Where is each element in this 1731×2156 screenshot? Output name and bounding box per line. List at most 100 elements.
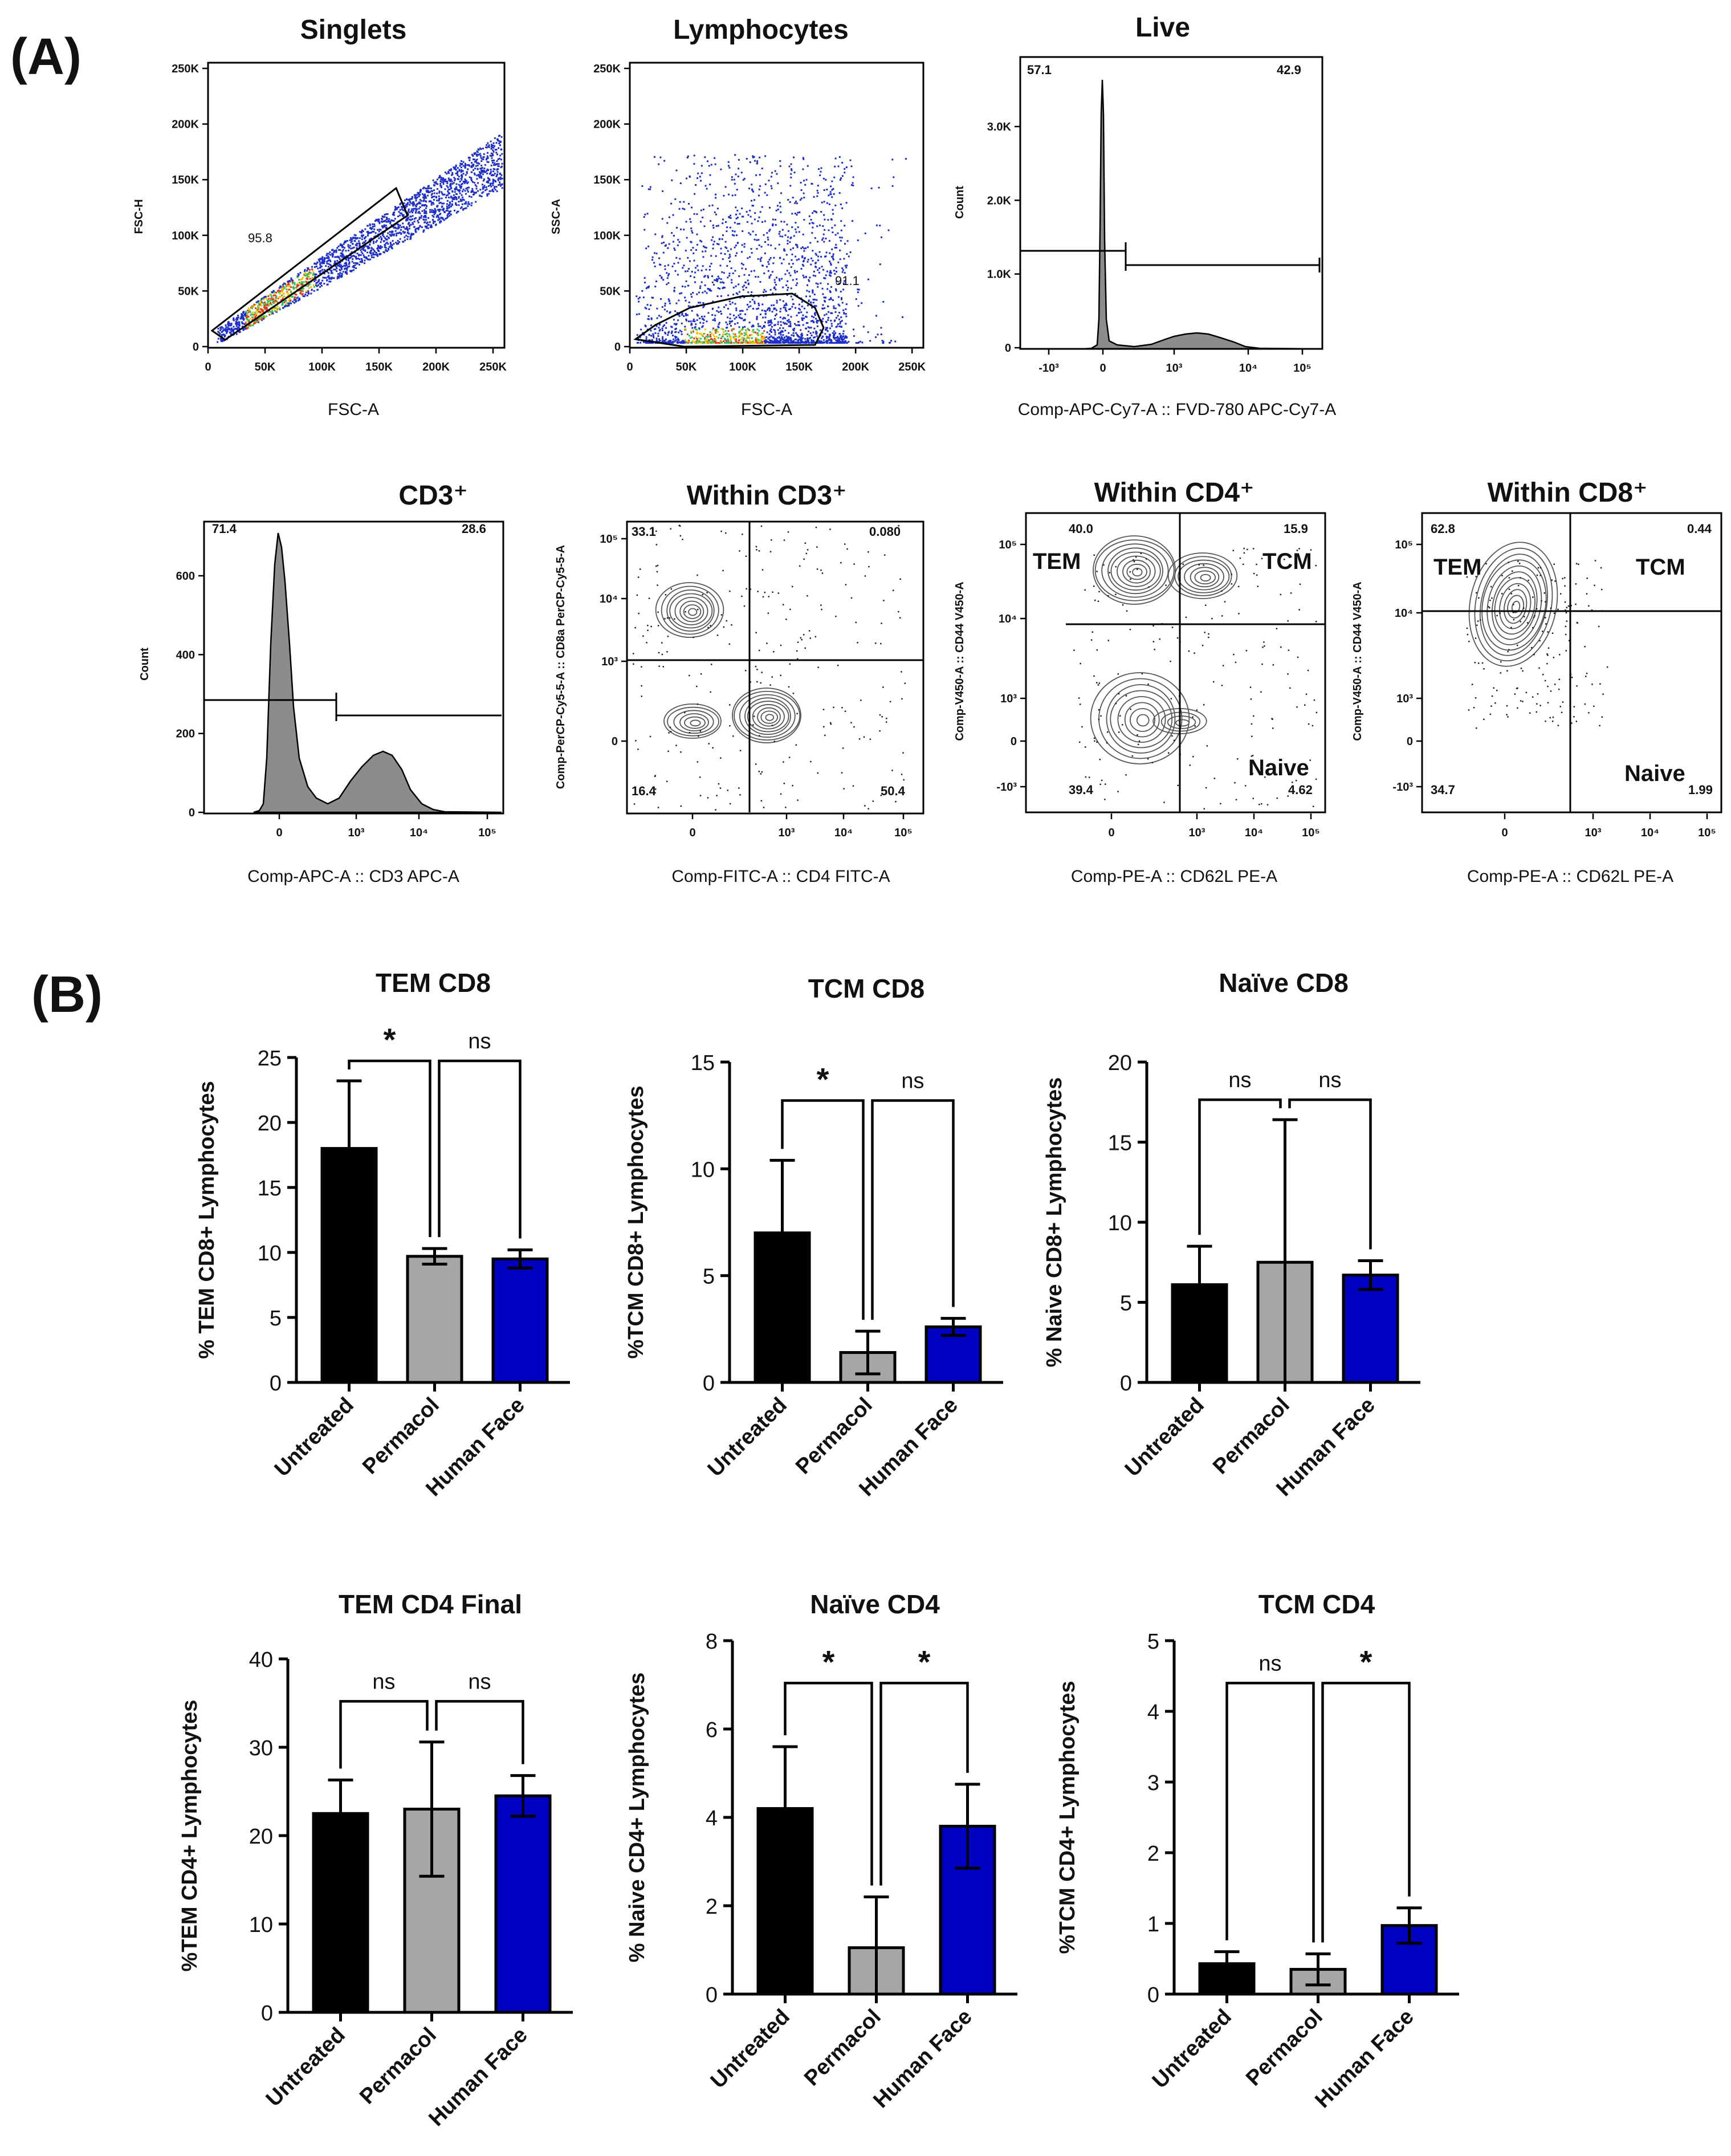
event-dot	[635, 740, 637, 742]
event-dot	[685, 299, 687, 302]
event-dot	[771, 336, 773, 339]
y-tick-label: 250K	[172, 63, 199, 75]
event-dot	[829, 193, 832, 196]
event-dot	[812, 226, 814, 229]
event-dot	[272, 297, 274, 299]
event-dot	[460, 177, 462, 180]
event-dot	[829, 275, 832, 277]
event-dot	[441, 178, 443, 181]
event-dot	[280, 299, 283, 301]
event-dot	[700, 180, 702, 182]
event-dot	[1119, 715, 1121, 717]
event-dot	[334, 261, 336, 263]
event-dot	[263, 299, 265, 301]
event-dot	[810, 339, 813, 341]
event-dot	[756, 317, 758, 319]
event-dot	[314, 276, 316, 279]
event-dot	[684, 296, 686, 299]
event-dot	[363, 256, 365, 258]
event-dot	[378, 221, 380, 223]
event-dot	[290, 286, 292, 288]
event-dot	[842, 282, 845, 284]
event-dot	[797, 339, 799, 341]
contour-line	[1101, 543, 1169, 598]
event-dot	[455, 196, 458, 198]
event-dot	[686, 177, 687, 180]
event-dot	[825, 296, 826, 299]
event-dot	[667, 274, 669, 276]
event-dot	[407, 213, 409, 215]
event-dot	[323, 259, 325, 262]
event-dot	[363, 246, 365, 249]
event-dot	[796, 713, 798, 714]
event-dot	[768, 276, 771, 279]
event-dot	[325, 276, 327, 279]
event-dot	[452, 197, 454, 199]
event-dot	[340, 274, 343, 276]
event-dot	[817, 340, 820, 342]
event-dot	[328, 278, 331, 280]
event-dot	[328, 253, 330, 255]
x-tick-label: 10³	[1166, 362, 1183, 375]
event-dot	[460, 171, 462, 173]
event-dot	[270, 313, 272, 315]
event-dot	[377, 229, 378, 231]
event-dot	[309, 283, 311, 286]
event-dot	[333, 251, 335, 254]
event-dot	[296, 283, 299, 285]
event-dot	[721, 238, 723, 240]
event-dot	[469, 203, 471, 205]
event-dot	[462, 173, 465, 175]
event-dot	[258, 314, 260, 316]
event-dot	[708, 341, 710, 344]
event-dot	[340, 266, 342, 268]
event-dot	[685, 340, 686, 343]
event-dot	[823, 214, 825, 216]
event-dot	[438, 218, 441, 220]
event-dot	[246, 328, 248, 330]
event-dot	[335, 269, 337, 271]
event-dot	[329, 259, 331, 262]
event-dot	[647, 624, 649, 627]
event-dot	[364, 239, 366, 242]
event-dot	[371, 256, 373, 258]
event-dot	[1233, 653, 1235, 656]
event-dot	[729, 323, 731, 325]
event-dot	[756, 308, 758, 310]
event-dot	[495, 149, 498, 150]
event-dot	[273, 308, 275, 310]
event-dot	[757, 323, 759, 325]
event-dot	[281, 294, 283, 296]
event-dot	[753, 715, 755, 717]
event-dot	[794, 213, 796, 214]
event-dot	[800, 340, 802, 343]
event-dot	[849, 159, 852, 161]
event-dot	[821, 331, 824, 333]
event-dot	[257, 318, 259, 320]
event-dot	[735, 316, 738, 319]
event-dot	[712, 328, 714, 331]
event-dot	[453, 198, 455, 200]
event-dot	[700, 673, 702, 675]
event-dot	[808, 330, 809, 332]
event-dot	[425, 226, 427, 228]
event-dot	[831, 255, 833, 258]
event-dot	[641, 685, 642, 687]
event-dot	[773, 324, 776, 327]
event-dot	[311, 288, 313, 291]
event-dot	[1297, 656, 1299, 658]
event-dot	[451, 174, 453, 176]
event-dot	[471, 153, 473, 156]
event-dot	[844, 225, 846, 227]
event-dot	[386, 213, 389, 215]
event-dot	[842, 747, 844, 749]
event-dot	[768, 263, 770, 265]
event-dot	[278, 307, 280, 309]
event-dot	[322, 261, 324, 263]
event-dot	[673, 247, 675, 250]
event-dot	[750, 215, 752, 218]
event-dot	[283, 292, 285, 295]
event-dot	[457, 167, 459, 169]
event-dot	[875, 224, 878, 226]
event-dot	[664, 304, 666, 307]
